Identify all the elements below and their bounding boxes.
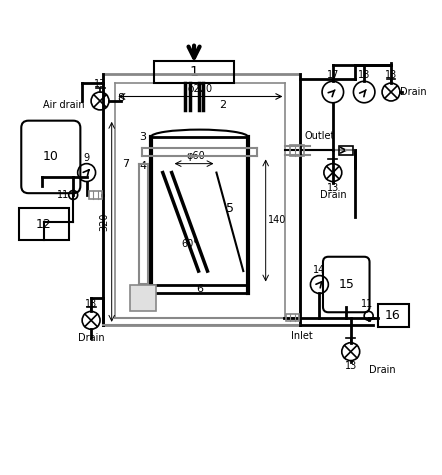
Text: Drain: Drain — [400, 87, 427, 97]
Text: 17: 17 — [327, 70, 339, 80]
Bar — [286, 314, 299, 321]
Text: φ60: φ60 — [187, 151, 205, 161]
Text: Drain: Drain — [78, 333, 104, 343]
Text: 320: 320 — [99, 213, 109, 231]
Text: 13: 13 — [94, 79, 106, 89]
Text: Inlet: Inlet — [291, 331, 312, 341]
Text: 10: 10 — [43, 150, 59, 163]
Text: 6: 6 — [196, 284, 203, 294]
Text: 11: 11 — [57, 190, 69, 200]
Text: 7: 7 — [122, 159, 130, 169]
Text: 13: 13 — [85, 299, 97, 309]
Text: 4: 4 — [140, 161, 147, 171]
Text: Drain: Drain — [369, 365, 395, 375]
Bar — [89, 191, 102, 199]
Text: 12: 12 — [36, 218, 52, 231]
Text: 18: 18 — [358, 70, 370, 80]
Text: 14: 14 — [313, 265, 325, 275]
Text: 9: 9 — [84, 153, 90, 163]
Text: Air drain: Air drain — [43, 100, 85, 111]
Bar — [290, 145, 304, 156]
Text: φ220: φ220 — [188, 84, 213, 94]
Text: 8: 8 — [117, 93, 124, 103]
Text: 2: 2 — [219, 100, 226, 111]
Text: Outlet: Outlet — [304, 131, 335, 141]
Text: 3: 3 — [140, 132, 147, 142]
Text: Drain: Drain — [320, 190, 346, 200]
Text: 60°: 60° — [181, 239, 198, 249]
Text: 5: 5 — [226, 202, 234, 215]
Bar — [377, 304, 409, 327]
Text: 13: 13 — [327, 183, 339, 193]
Bar — [130, 285, 156, 311]
Text: 140: 140 — [268, 216, 287, 226]
Text: 13: 13 — [385, 70, 397, 80]
Text: 16: 16 — [385, 309, 401, 323]
Text: 11: 11 — [361, 299, 373, 309]
Text: 13: 13 — [345, 361, 357, 370]
Bar — [19, 209, 69, 240]
Text: 15: 15 — [338, 278, 354, 291]
Bar — [154, 61, 234, 83]
Bar — [339, 146, 354, 155]
Text: 1: 1 — [190, 66, 198, 79]
